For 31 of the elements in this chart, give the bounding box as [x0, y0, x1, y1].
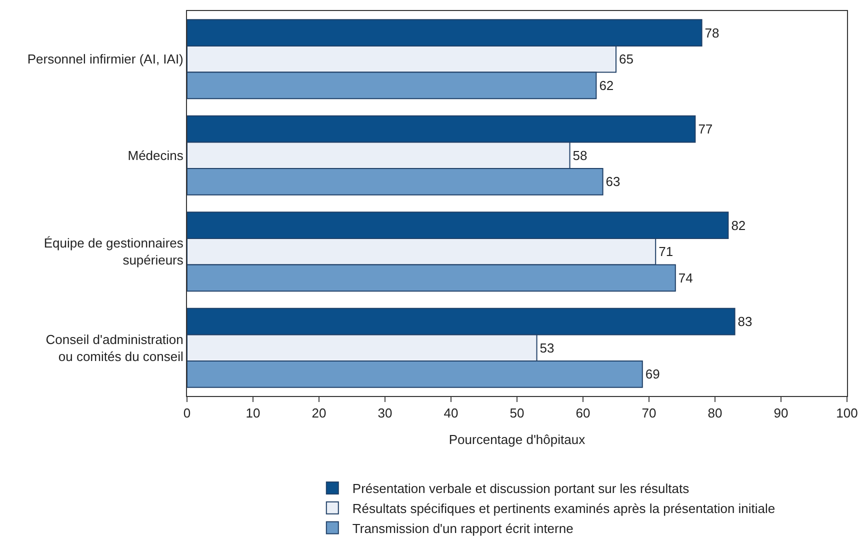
- data-label: 83: [738, 314, 752, 330]
- legend-label: Présentation verbale et discussion portant sur les résultats: [352, 481, 690, 496]
- data-label: 82: [731, 218, 746, 233]
- x-tick-label: 70: [642, 406, 656, 421]
- data-label: 62: [599, 78, 614, 93]
- x-tick-label: 30: [378, 406, 392, 421]
- x-tick-label: 10: [246, 406, 260, 421]
- x-tick-label: 90: [774, 406, 788, 421]
- data-label: 63: [606, 174, 620, 190]
- data-label: 69: [645, 366, 660, 382]
- legend-label: Transmission d'un rapport écrit interne: [352, 520, 574, 536]
- x-tick-label: 80: [708, 406, 722, 421]
- x-tick-label: 40: [444, 406, 458, 421]
- data-label: 74: [678, 270, 693, 286]
- data-label: 53: [540, 340, 554, 356]
- data-label: 58: [572, 148, 588, 163]
- x-tick-label: 50: [510, 406, 524, 421]
- x-tick-label: 20: [312, 406, 326, 421]
- data-label: 78: [704, 25, 720, 40]
- x-axis-title: Pourcentage d'hôpitaux: [448, 432, 586, 448]
- x-tick-label: 100: [836, 406, 858, 421]
- data-label: 71: [658, 244, 674, 260]
- y-tick-label: Conseil d'administration ou comités du conseil: [46, 332, 184, 364]
- y-tick-label: Équipe de gestionnaires supérieurs: [44, 236, 184, 268]
- data-label: 65: [619, 52, 634, 67]
- y-tick-label: Médecins: [128, 148, 184, 163]
- x-tick-label: 60: [576, 406, 590, 421]
- y-tick-label: Personnel infirmier (AI, IAI): [27, 52, 184, 67]
- data-label: 77: [698, 122, 713, 137]
- legend-label: Résultats spécifiques et pertinents examinés après la présentation initiale: [352, 500, 776, 516]
- x-tick-label: 0: [183, 406, 191, 421]
